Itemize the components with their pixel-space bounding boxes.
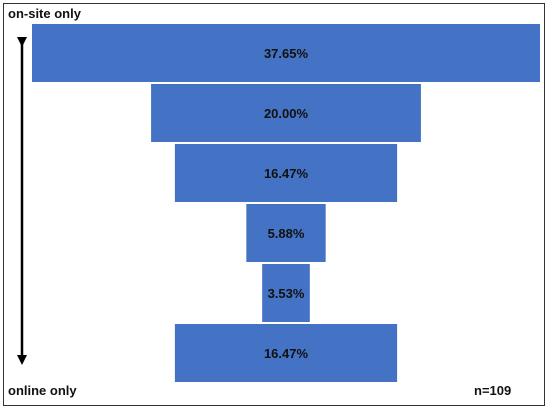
- funnel-bar-1: [32, 24, 540, 82]
- funnel-bars: 37.65% 20.00% 16.47% 5.88% 3.53% 16.47%: [32, 24, 540, 382]
- sample-size-label: n=109: [474, 383, 512, 398]
- funnel-bar-label-3: 16.47%: [264, 166, 309, 181]
- funnel-bar-5: [262, 264, 310, 322]
- funnel-bar-label-4: 5.88%: [268, 226, 305, 241]
- funnel-bar-label-5: 3.53%: [268, 286, 305, 301]
- funnel-bar-4: [246, 204, 326, 262]
- funnel-bar-6: [174, 324, 398, 382]
- funnel-bar-3: [174, 144, 398, 202]
- top-axis-label: on-site only: [8, 6, 81, 21]
- bottom-axis-label: online only: [8, 383, 77, 398]
- funnel-bar-label-6: 16.47%: [264, 346, 309, 361]
- funnel-bar-label-1: 37.65%: [264, 46, 309, 61]
- funnel-bar-2: [151, 84, 421, 142]
- funnel-bar-label-2: 20.00%: [264, 106, 309, 121]
